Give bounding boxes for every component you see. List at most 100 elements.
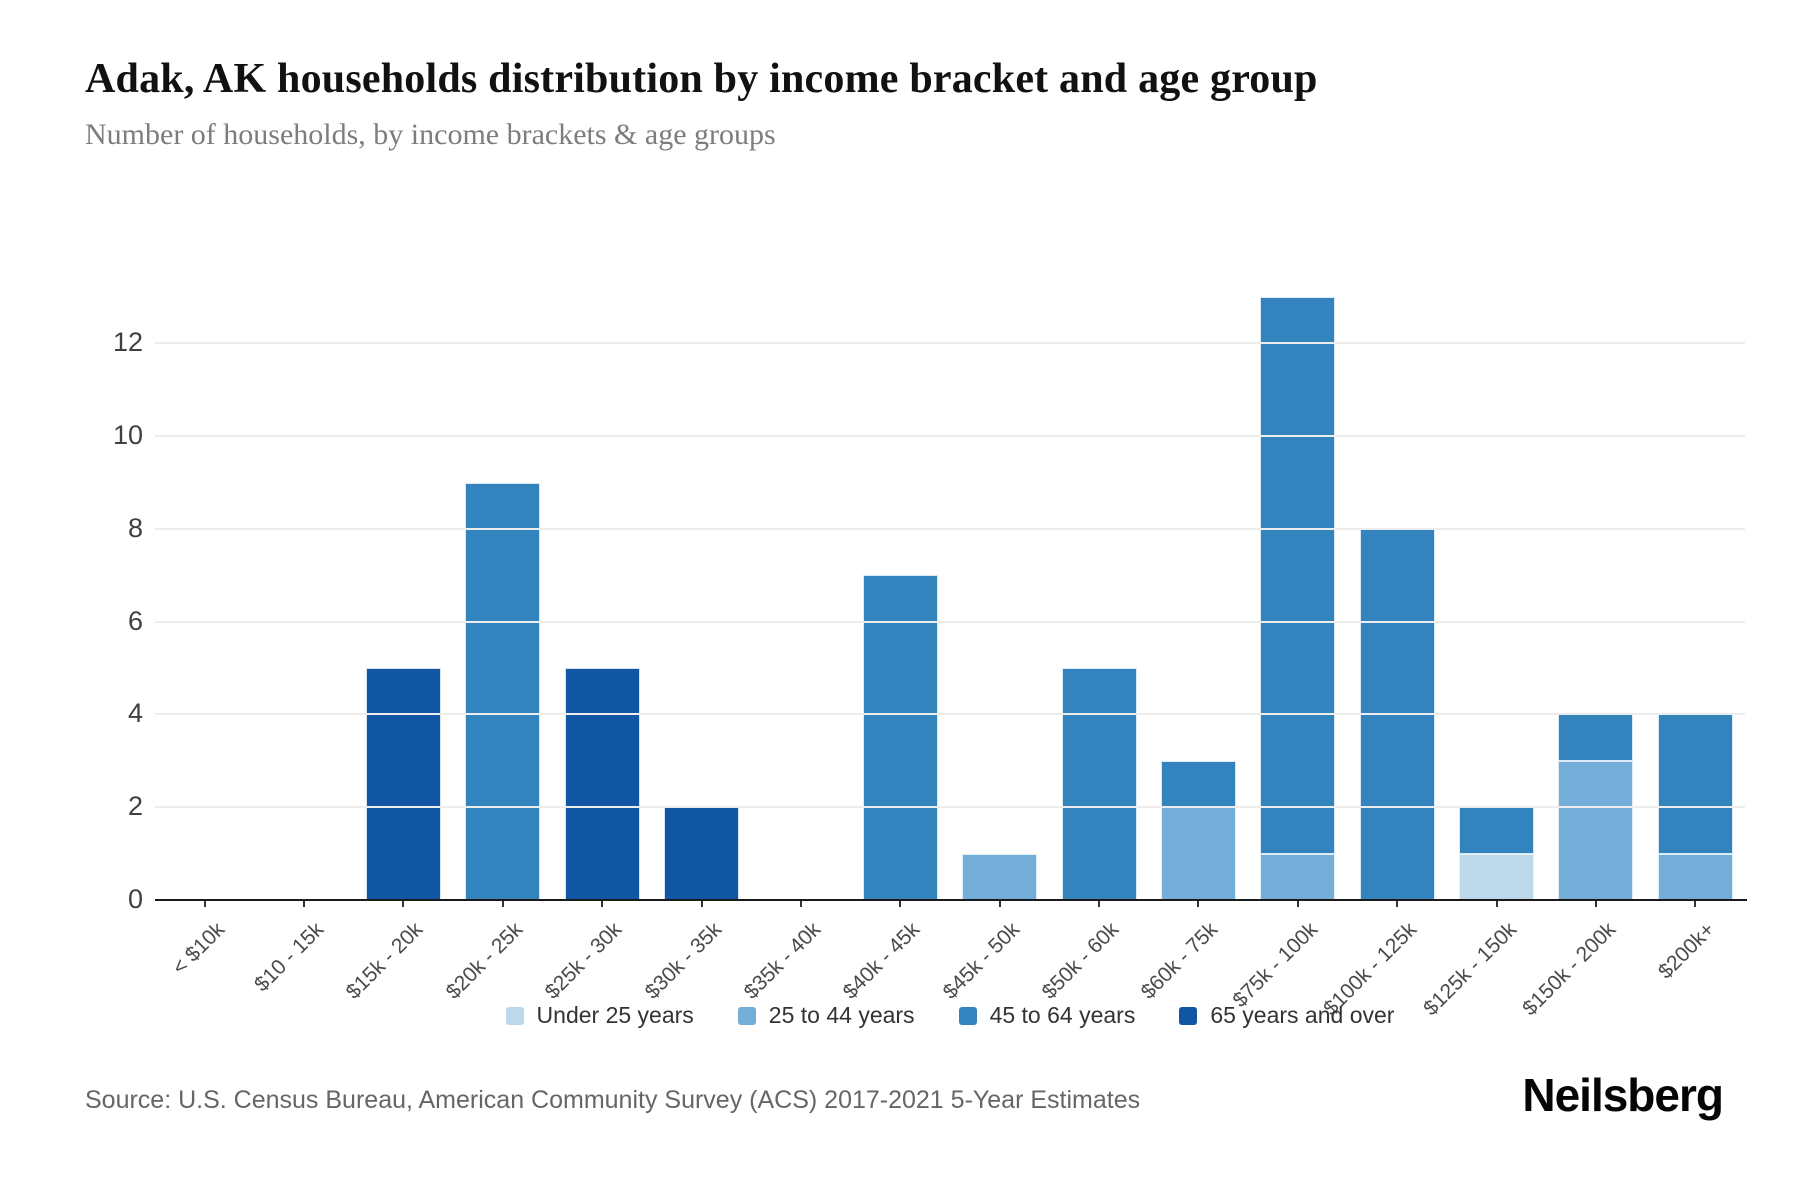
bar-200k <box>1657 714 1733 900</box>
x-axis-tick-label: $45k - 50k <box>938 918 1024 1004</box>
bar-25k30k <box>564 668 640 900</box>
x-axis-tick-label: $60k - 75k <box>1137 918 1223 1004</box>
category-band <box>1049 297 1148 900</box>
legend-label: 65 years and over <box>1210 1002 1395 1028</box>
category-band <box>751 297 850 900</box>
legend-item-under-25-years[interactable]: Under 25 years <box>505 1002 694 1029</box>
legend-label: 25 to 44 years <box>768 1002 915 1028</box>
category-band <box>1149 297 1248 900</box>
bar-segment[interactable] <box>564 668 640 900</box>
x-axis-tick-label: $10 - 15k <box>250 918 329 997</box>
x-axis-tick <box>1694 901 1697 907</box>
bar-segment[interactable] <box>1558 760 1634 900</box>
category-band <box>1447 297 1546 900</box>
gridline-y10 <box>155 435 1745 438</box>
bar-segment[interactable] <box>962 853 1038 900</box>
bar-50k60k <box>1061 668 1137 900</box>
y-axis-tick-label: 8 <box>127 512 143 543</box>
bar-segment[interactable] <box>1160 760 1236 808</box>
legend-swatch <box>505 1006 524 1025</box>
y-axis-tick-label: 12 <box>112 327 143 358</box>
gridline-y12 <box>155 342 1745 345</box>
bar-segment[interactable] <box>465 482 541 900</box>
legend: Under 25 years 25 to 44 years 45 to 64 yea… <box>155 1002 1745 1029</box>
x-axis-line <box>155 899 1747 901</box>
chart-subtitle: Number of households, by income brackets… <box>85 118 776 151</box>
bar-segment[interactable] <box>1657 853 1733 900</box>
category-band <box>950 297 1049 900</box>
category-band <box>1248 297 1347 900</box>
y-axis-tick-label: 10 <box>112 420 143 451</box>
x-axis-tick <box>1098 901 1101 907</box>
bar-segment[interactable] <box>1459 853 1535 900</box>
x-axis-tick-label: $25k - 30k <box>540 918 627 1004</box>
category-band <box>1646 297 1745 900</box>
category-band <box>155 297 254 900</box>
x-axis-tick-label: < $10k <box>167 918 229 980</box>
legend-item-45-to-64-years[interactable]: 45 to 64 years <box>958 1002 1136 1029</box>
x-axis-tick-label: $50k - 60k <box>1037 918 1124 1004</box>
x-axis-tick-label: $15k - 20k <box>342 918 428 1004</box>
x-axis-tick-label: $75k - 100k <box>1228 918 1323 1012</box>
x-axis-tick <box>799 901 802 907</box>
x-axis-tick-label: $200k+ <box>1654 918 1720 984</box>
x-axis-tick <box>303 901 306 907</box>
bar-segment[interactable] <box>1260 297 1336 854</box>
bar-segment[interactable] <box>1459 807 1535 854</box>
bar-segment[interactable] <box>664 807 740 900</box>
legend-swatch <box>1179 1006 1198 1025</box>
bar-segment[interactable] <box>1260 853 1336 900</box>
bar-30k35k <box>664 807 740 900</box>
bars-layer <box>155 297 1745 900</box>
y-axis-tick-label: 4 <box>127 698 143 729</box>
y-axis-tick-label: 0 <box>127 884 143 914</box>
legend-item-25-to-44-years[interactable]: 25 to 44 years <box>737 1002 915 1029</box>
bar-45k50k <box>962 853 1038 900</box>
bar-150k200k <box>1558 714 1634 900</box>
category-band <box>851 297 950 900</box>
category-band <box>652 297 751 900</box>
bar-segment[interactable] <box>1558 714 1634 761</box>
bar-segment[interactable] <box>365 668 441 900</box>
legend-swatch <box>737 1006 756 1025</box>
x-axis-tick-label: $30k - 35k <box>640 918 726 1004</box>
x-axis-tick <box>1495 901 1498 907</box>
category-band <box>553 297 652 900</box>
x-axis-tick <box>1197 901 1200 907</box>
gridline-y2 <box>155 806 1745 809</box>
y-axis-tick-label: 2 <box>127 791 143 822</box>
gridline-y6 <box>155 620 1745 623</box>
legend-label: 45 to 64 years <box>989 1002 1136 1028</box>
x-axis-tick <box>1594 901 1597 907</box>
category-band <box>354 297 453 900</box>
bar-40k45k <box>862 575 938 900</box>
gridline-y8 <box>155 527 1745 530</box>
category-band <box>1546 297 1645 900</box>
bar-segment[interactable] <box>1160 807 1236 900</box>
source-note: Source: U.S. Census Bureau, American Com… <box>85 1086 1141 1114</box>
bar-60k75k <box>1160 760 1236 900</box>
x-axis-tick-label: $35k - 40k <box>739 918 826 1004</box>
bar-75k100k <box>1260 297 1336 900</box>
x-axis-tick <box>700 901 703 907</box>
x-axis-tick-label: $20k - 25k <box>441 918 528 1004</box>
legend-item-65-years-and-over[interactable]: 65 years and over <box>1179 1002 1394 1029</box>
brand-logo: Neilsberg <box>1522 1069 1724 1121</box>
bar-segment[interactable] <box>1657 714 1733 854</box>
x-axis-tick-label: $40k - 45k <box>838 918 925 1004</box>
category-band <box>254 297 353 900</box>
x-axis-tick <box>1296 901 1299 907</box>
chart-title: Adak, AK households distribution by inco… <box>85 56 1318 102</box>
legend-label: Under 25 years <box>536 1002 694 1028</box>
x-axis-tick <box>601 901 604 907</box>
bar-segment[interactable] <box>862 575 938 900</box>
legend-swatch <box>958 1006 977 1025</box>
bar-15k20k <box>365 668 441 900</box>
bar-125k150k <box>1459 807 1535 900</box>
y-axis-tick-label: 6 <box>127 605 143 636</box>
gridline-y4 <box>155 713 1745 716</box>
x-axis-tick <box>501 901 504 907</box>
plot-area <box>155 297 1745 900</box>
bar-segment[interactable] <box>1061 668 1137 900</box>
